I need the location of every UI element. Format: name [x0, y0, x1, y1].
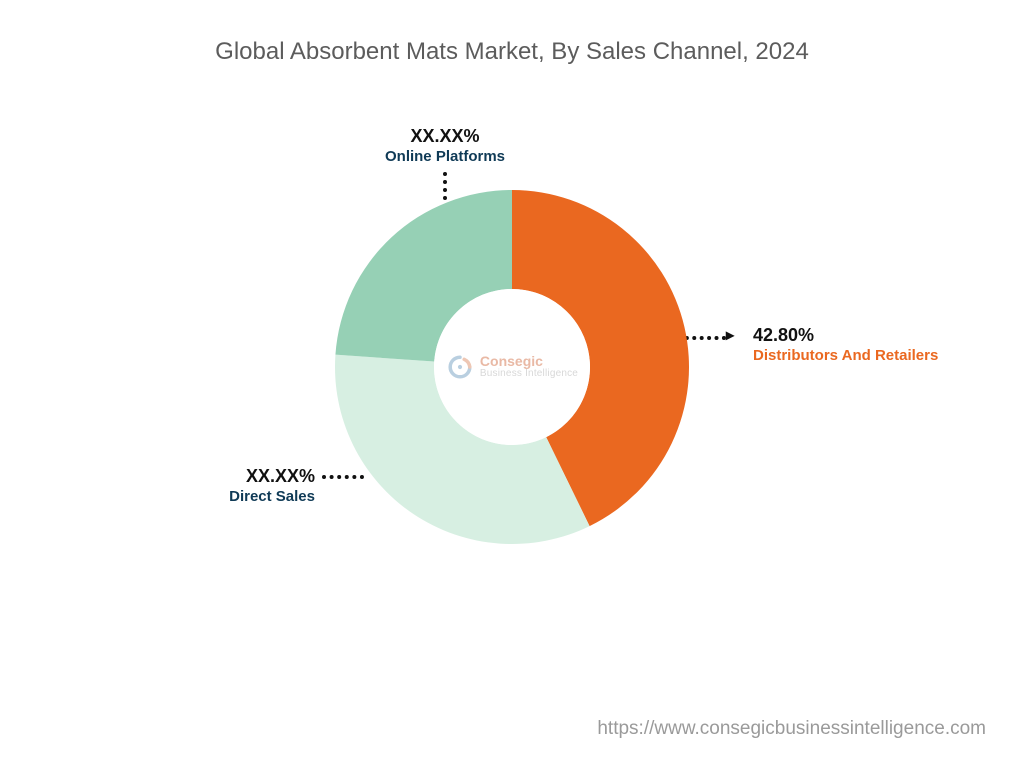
logo-line2: Business Intelligence [480, 369, 578, 380]
label-direct-pct: XX.XX% [155, 465, 315, 488]
label-direct-name: Direct Sales [155, 488, 315, 507]
label-direct-sales: XX.XX% Direct Sales [155, 465, 315, 506]
label-online-name: Online Platforms [345, 148, 545, 167]
donut-chart: Consegic Business Intelligence [335, 190, 689, 544]
label-online-platforms: XX.XX% Online Platforms [345, 125, 545, 166]
chart-title: Global Absorbent Mats Market, By Sales C… [0, 38, 1024, 66]
label-distributors: 42.80% Distributors And Retailers [753, 324, 1003, 365]
center-logo: Consegic Business Intelligence [442, 353, 582, 381]
logo-line1: Consegic [480, 354, 578, 369]
label-online-pct: XX.XX% [345, 125, 545, 148]
chart-container: Global Absorbent Mats Market, By Sales C… [0, 0, 1024, 768]
arrow-right-icon: ▸︎ [726, 325, 734, 345]
label-distributors-name: Distributors And Retailers [753, 347, 1003, 366]
label-distributors-pct: 42.80% [753, 324, 1003, 347]
logo-mark-icon [446, 353, 474, 381]
source-url: https://www.consegicbusinessintelligence… [597, 718, 986, 740]
